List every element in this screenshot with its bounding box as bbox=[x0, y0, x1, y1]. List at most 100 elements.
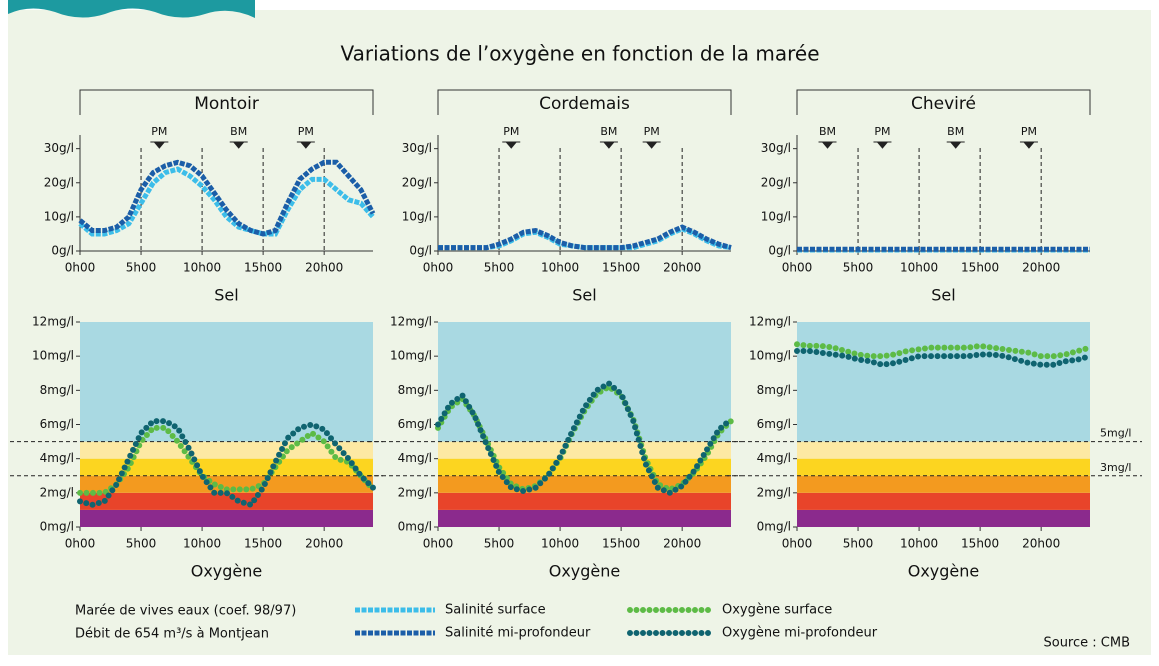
band bbox=[438, 459, 731, 476]
y-tick-label: 8mg/l bbox=[40, 383, 74, 397]
x-tick-label: 10h00 bbox=[900, 261, 938, 275]
band bbox=[438, 322, 731, 442]
y-tick-label: 10g/l bbox=[761, 209, 791, 223]
tide-label: BM bbox=[947, 125, 964, 138]
y-tick-label: 6mg/l bbox=[757, 417, 791, 431]
station-title: Cheviré bbox=[911, 94, 976, 114]
tide-label: PM bbox=[298, 125, 314, 138]
y-tick-label: 0mg/l bbox=[398, 520, 432, 534]
threshold-label: 3mg/l bbox=[1100, 461, 1131, 474]
x-tick-label: 10h00 bbox=[183, 261, 221, 275]
tide-label: PM bbox=[151, 125, 167, 138]
y-tick-label: 4mg/l bbox=[40, 451, 74, 465]
x-tick-label: 5h00 bbox=[126, 261, 157, 275]
x-tick-label: 10h00 bbox=[183, 537, 221, 551]
note: Débit de 654 m³/s à Montjean bbox=[75, 627, 269, 642]
y-tick-label: 2mg/l bbox=[40, 485, 74, 499]
x-tick-label: 5h00 bbox=[843, 537, 874, 551]
legend-label: Oxygène mi-profondeur bbox=[722, 626, 878, 641]
band bbox=[438, 493, 731, 510]
x-tick-label: 0h00 bbox=[423, 537, 454, 551]
band bbox=[797, 476, 1090, 493]
band bbox=[797, 510, 1090, 527]
band bbox=[797, 459, 1090, 476]
x-tick-label: 15h00 bbox=[961, 537, 999, 551]
x-tick-label: 15h00 bbox=[244, 537, 282, 551]
x-tick-label: 0h00 bbox=[65, 537, 96, 551]
x-tick-label: 0h00 bbox=[782, 537, 813, 551]
tide-label: BM bbox=[600, 125, 617, 138]
x-tick-label: 0h00 bbox=[423, 261, 454, 275]
y-tick-label: 6mg/l bbox=[40, 417, 74, 431]
x-tick-label: 5h00 bbox=[126, 537, 157, 551]
y-tick-label: 30g/l bbox=[402, 141, 432, 155]
y-tick-label: 20g/l bbox=[44, 175, 74, 189]
x-tick-label: 0h00 bbox=[65, 261, 96, 275]
legend-label: Oxygène surface bbox=[722, 603, 832, 618]
title: Variations de l’oxygène en fonction de l… bbox=[340, 42, 819, 66]
y-tick-label: 12mg/l bbox=[390, 315, 432, 329]
y-tick-label: 20g/l bbox=[402, 175, 432, 189]
y-tick-label: 12mg/l bbox=[749, 315, 791, 329]
x-tick-label: 10h00 bbox=[900, 537, 938, 551]
source: Source : CMB bbox=[1043, 636, 1130, 651]
x-axis-label: Sel bbox=[572, 286, 596, 305]
y-tick-label: 4mg/l bbox=[398, 451, 432, 465]
y-tick-label: 8mg/l bbox=[757, 383, 791, 397]
tide-label: PM bbox=[503, 125, 519, 138]
x-axis-label: Sel bbox=[214, 286, 238, 305]
x-tick-label: 5h00 bbox=[484, 261, 515, 275]
y-tick-label: 10mg/l bbox=[32, 349, 74, 363]
legend-label: Salinité surface bbox=[445, 603, 546, 618]
y-tick-label: 2mg/l bbox=[398, 485, 432, 499]
x-tick-label: 15h00 bbox=[602, 537, 640, 551]
y-tick-label: 0g/l bbox=[409, 244, 432, 258]
x-axis-label: Oxygène bbox=[191, 562, 263, 581]
station-title: Cordemais bbox=[539, 94, 630, 114]
x-axis-label: Oxygène bbox=[549, 562, 621, 581]
band bbox=[797, 493, 1090, 510]
note: Marée de vives eaux (coef. 98/97) bbox=[75, 604, 296, 619]
y-tick-label: 30g/l bbox=[44, 141, 74, 155]
x-tick-label: 15h00 bbox=[244, 261, 282, 275]
station-title: Montoir bbox=[194, 94, 259, 114]
y-tick-label: 12mg/l bbox=[32, 315, 74, 329]
tide-label: PM bbox=[644, 125, 660, 138]
x-tick-label: 10h00 bbox=[541, 537, 579, 551]
x-tick-label: 20h00 bbox=[1022, 537, 1060, 551]
band bbox=[80, 510, 373, 527]
y-tick-label: 10g/l bbox=[44, 209, 74, 223]
figure: Variations de l’oxygène en fonction de l… bbox=[0, 0, 1159, 666]
y-tick-label: 10mg/l bbox=[390, 349, 432, 363]
y-tick-label: 20g/l bbox=[761, 175, 791, 189]
y-tick-label: 4mg/l bbox=[757, 451, 791, 465]
band bbox=[797, 322, 1090, 442]
y-tick-label: 8mg/l bbox=[398, 383, 432, 397]
x-tick-label: 0h00 bbox=[782, 261, 813, 275]
y-tick-label: 0g/l bbox=[768, 244, 791, 258]
legend-label: Salinité mi-profondeur bbox=[445, 626, 591, 641]
x-tick-label: 15h00 bbox=[961, 261, 999, 275]
y-tick-label: 0mg/l bbox=[40, 520, 74, 534]
band bbox=[438, 442, 731, 459]
y-tick-label: 0g/l bbox=[51, 244, 74, 258]
y-tick-label: 10g/l bbox=[402, 209, 432, 223]
x-axis-label: Oxygène bbox=[908, 562, 980, 581]
tide-label: PM bbox=[1021, 125, 1037, 138]
band bbox=[797, 442, 1090, 459]
x-tick-label: 5h00 bbox=[843, 261, 874, 275]
tide-label: BM bbox=[819, 125, 836, 138]
y-tick-label: 30g/l bbox=[761, 141, 791, 155]
x-tick-label: 15h00 bbox=[602, 261, 640, 275]
threshold-label: 5mg/l bbox=[1100, 427, 1131, 440]
x-tick-label: 20h00 bbox=[305, 261, 343, 275]
tide-label: PM bbox=[874, 125, 890, 138]
y-tick-label: 2mg/l bbox=[757, 485, 791, 499]
band bbox=[438, 510, 731, 527]
band bbox=[80, 322, 373, 442]
x-tick-label: 20h00 bbox=[663, 261, 701, 275]
tide-label: BM bbox=[230, 125, 247, 138]
y-tick-label: 6mg/l bbox=[398, 417, 432, 431]
x-axis-label: Sel bbox=[931, 286, 955, 305]
y-tick-label: 10mg/l bbox=[749, 349, 791, 363]
